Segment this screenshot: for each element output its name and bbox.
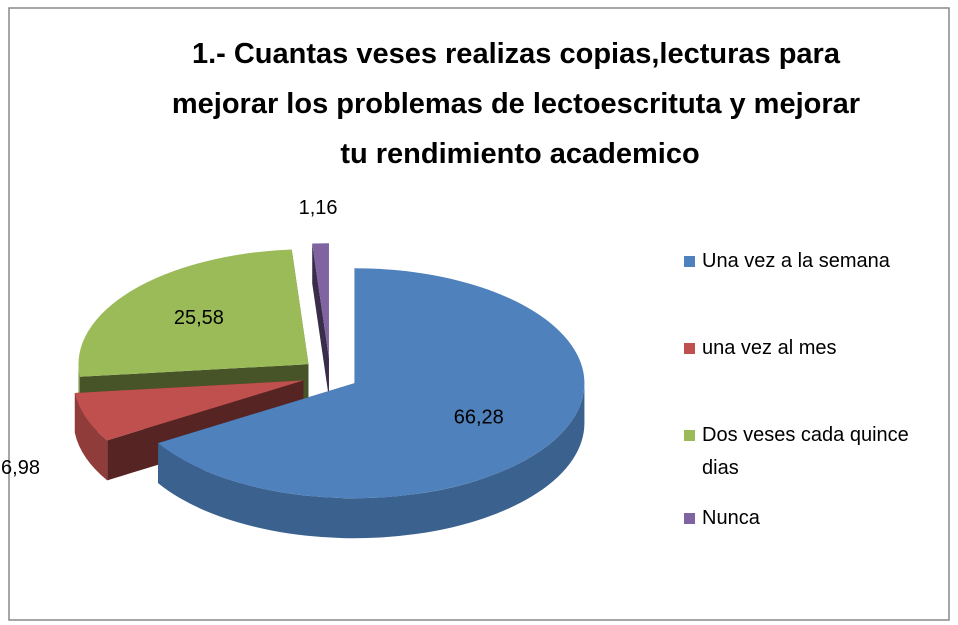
slice-wall [74, 392, 108, 481]
data-label: 25,58 [174, 307, 224, 329]
data-label: 66,28 [454, 406, 504, 428]
legend-label: Dos veses cada quince dias [702, 424, 914, 479]
slice-top [158, 268, 585, 499]
slice [312, 243, 329, 399]
legend-swatch [684, 256, 695, 267]
slice [158, 268, 585, 539]
legend-swatch [684, 430, 695, 441]
slice-top [312, 243, 329, 359]
slice-side [312, 243, 329, 399]
chart-title: 1.- Cuantas veses realizas copias,lectur… [172, 38, 868, 170]
legend-swatch [684, 513, 695, 524]
legend-label: Nunca [702, 507, 761, 529]
legend-swatch [684, 343, 695, 354]
legend-label: Una vez a la semana [702, 250, 891, 272]
slice-top [78, 249, 309, 377]
data-label: 1,16 [299, 197, 338, 219]
slice-wall [158, 383, 585, 539]
data-label: 6,98 [1, 457, 40, 479]
slice-top [74, 380, 304, 441]
legend-label: una vez al mes [702, 337, 837, 359]
